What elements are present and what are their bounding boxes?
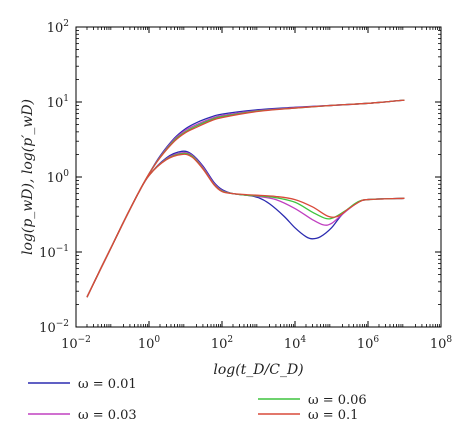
x-tick-label-5: 108 (430, 335, 453, 352)
x-tick-label-4: 106 (357, 335, 380, 352)
plot-frame (75, 26, 442, 328)
legend-label-3: ω = 0.1 (308, 408, 358, 423)
legend: ω = 0.01 ω = 0.03 ω = 0.06ω = 0.1 (28, 377, 367, 423)
series-line-pressure-1 (86, 99, 405, 298)
series-line-pressure-3 (86, 99, 405, 298)
x-tick-label-1: 100 (138, 335, 161, 352)
series-line-derivative-3 (86, 153, 405, 298)
series-line-derivative-0 (86, 150, 405, 298)
axes: 10−2 100 102 104 106 108 10−2 10−1 100 101 102 log(… (20, 19, 452, 378)
y-tick-label-0: 10−2 (39, 319, 69, 336)
x-axis-label: log(t_D/C_D) (213, 362, 303, 378)
x-tick-label-2: 102 (211, 335, 233, 352)
x-tick-label-0: 10−2 (61, 335, 91, 352)
series-line-pressure-2 (86, 99, 405, 298)
legend-label-0: ω = 0.01 (78, 377, 137, 392)
x-tick-label-3: 104 (284, 335, 307, 352)
y-tick-label-4: 102 (47, 19, 69, 36)
plot-area (86, 99, 405, 298)
y-tick-label-2: 100 (47, 169, 70, 186)
legend-label-2: ω = 0.06 (308, 393, 367, 408)
series-line-pressure-0 (86, 99, 405, 298)
y-tick-label-3: 101 (47, 94, 69, 111)
series-line-derivative-2 (86, 152, 405, 298)
series-line-derivative-1 (86, 151, 405, 298)
y-tick-label-1: 10−1 (39, 244, 69, 261)
y-axis-label: log(p_wD), log(p′_wD) (20, 99, 36, 255)
legend-label-1: ω = 0.03 (78, 408, 137, 423)
